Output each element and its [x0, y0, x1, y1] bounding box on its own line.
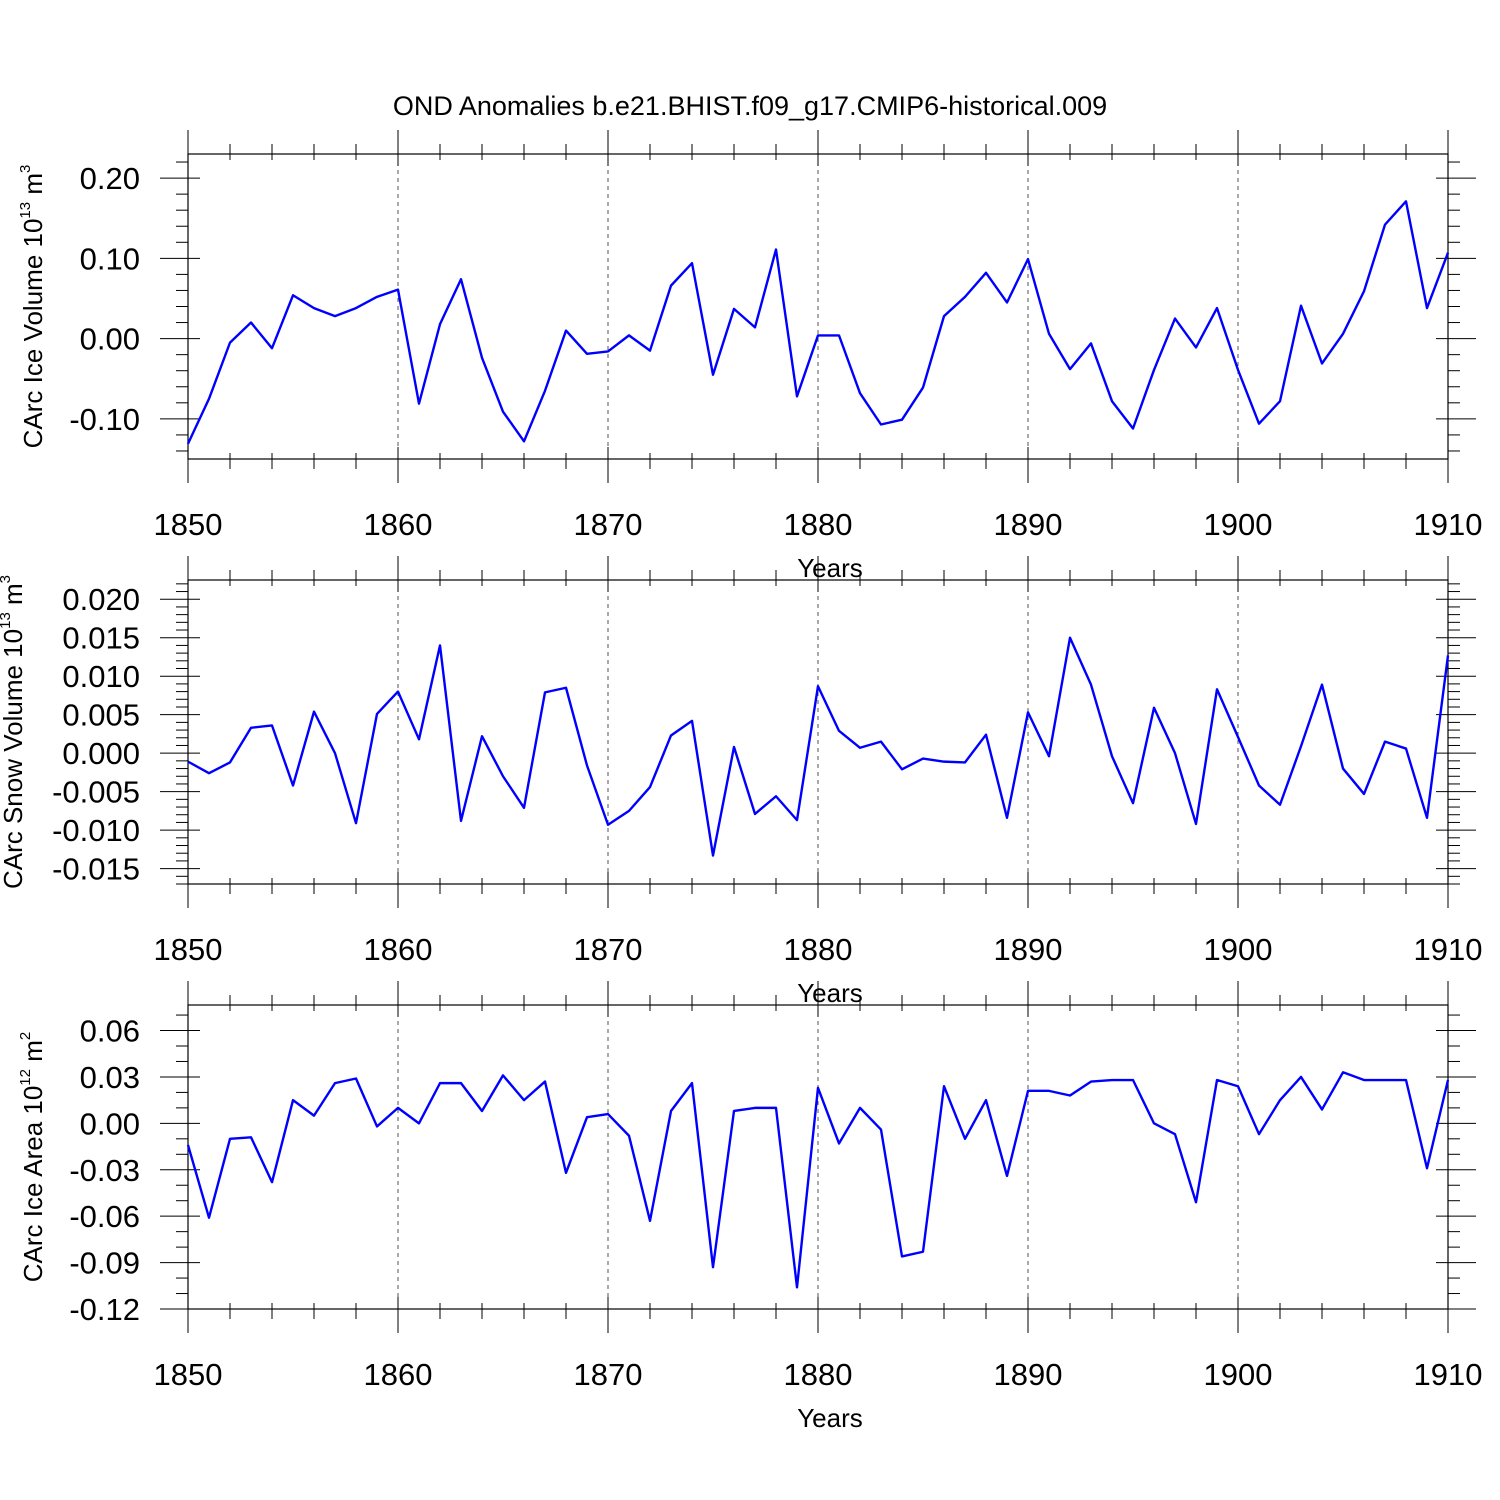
- y-tick-label: -0.03: [69, 1153, 140, 1188]
- y-tick-label: 0.10: [80, 241, 140, 276]
- y-tick-label: 0.00: [80, 322, 140, 357]
- y-tick-label: 0.010: [62, 659, 140, 694]
- ice-volume-panel: 1850 1860 1870 1880 1890 1900 1910 Years -0.10 0.…: [17, 130, 1482, 583]
- series-line: [186, 1071, 1450, 1289]
- x-tick-label: 1900: [1204, 1357, 1273, 1392]
- x-tick-label: 1910: [1414, 507, 1483, 542]
- series-line: [186, 200, 1450, 445]
- x-tick-label: 1850: [154, 507, 223, 542]
- y-tick-label: 0.015: [62, 621, 140, 656]
- y-axis-title: CArc Snow Volume 1013 m3: [0, 575, 28, 889]
- x-tick-label: 1910: [1414, 932, 1483, 967]
- x-tick-label: 1860: [364, 507, 433, 542]
- x-tick-label: 1890: [994, 1357, 1063, 1392]
- y-tick-label: -0.015: [52, 852, 140, 887]
- x-tick-label: 1900: [1204, 507, 1273, 542]
- y-tick-label: -0.12: [69, 1292, 140, 1327]
- y-tick-label: 0.00: [80, 1106, 140, 1141]
- y-tick-label: 0.020: [62, 582, 140, 617]
- snow-volume-panel: 1850 1860 1870 1880 1890 1900 1910 Years -0.015 -…: [0, 556, 1482, 1008]
- x-axis-title: Years: [797, 553, 863, 583]
- x-tick-label: 1850: [154, 1357, 223, 1392]
- x-tick-label: 1870: [574, 932, 643, 967]
- y-tick-label: 0.06: [80, 1014, 140, 1049]
- y-tick-label: -0.09: [69, 1246, 140, 1281]
- x-axis-title: Years: [797, 1403, 863, 1433]
- y-tick-label: -0.005: [52, 775, 140, 810]
- x-tick-label: 1890: [994, 507, 1063, 542]
- y-tick-label: 0.20: [80, 161, 140, 196]
- x-tick-label: 1880: [784, 1357, 853, 1392]
- y-axis-title: CArc Ice Volume 1013 m3: [17, 165, 48, 449]
- x-tick-label: 1880: [784, 932, 853, 967]
- x-tick-label: 1870: [574, 507, 643, 542]
- x-tick-label: 1850: [154, 932, 223, 967]
- x-tick-label: 1860: [364, 1357, 433, 1392]
- x-tick-label: 1860: [364, 932, 433, 967]
- y-tick-label: -0.010: [52, 813, 140, 848]
- x-tick-label: 1880: [784, 507, 853, 542]
- x-tick-label: 1900: [1204, 932, 1273, 967]
- x-axis-title: Years: [797, 978, 863, 1008]
- chart-title: OND Anomalies b.e21.BHIST.f09_g17.CMIP6-…: [393, 91, 1107, 121]
- x-tick-label: 1890: [994, 932, 1063, 967]
- x-tick-label: 1910: [1414, 1357, 1483, 1392]
- y-tick-label: 0.03: [80, 1060, 140, 1095]
- x-tick-label: 1870: [574, 1357, 643, 1392]
- y-tick-label: -0.10: [69, 402, 140, 437]
- series-line: [187, 636, 1450, 857]
- ice-area-panel: 1850 1860 1870 1880 1890 1900 1910 Years -0.12 -0…: [17, 981, 1482, 1433]
- y-axis-title: CArc Ice Area 1012 m2: [17, 1032, 48, 1282]
- y-tick-label: 0.005: [62, 698, 140, 733]
- y-tick-label: -0.06: [69, 1199, 140, 1234]
- y-tick-label: 0.000: [62, 736, 140, 771]
